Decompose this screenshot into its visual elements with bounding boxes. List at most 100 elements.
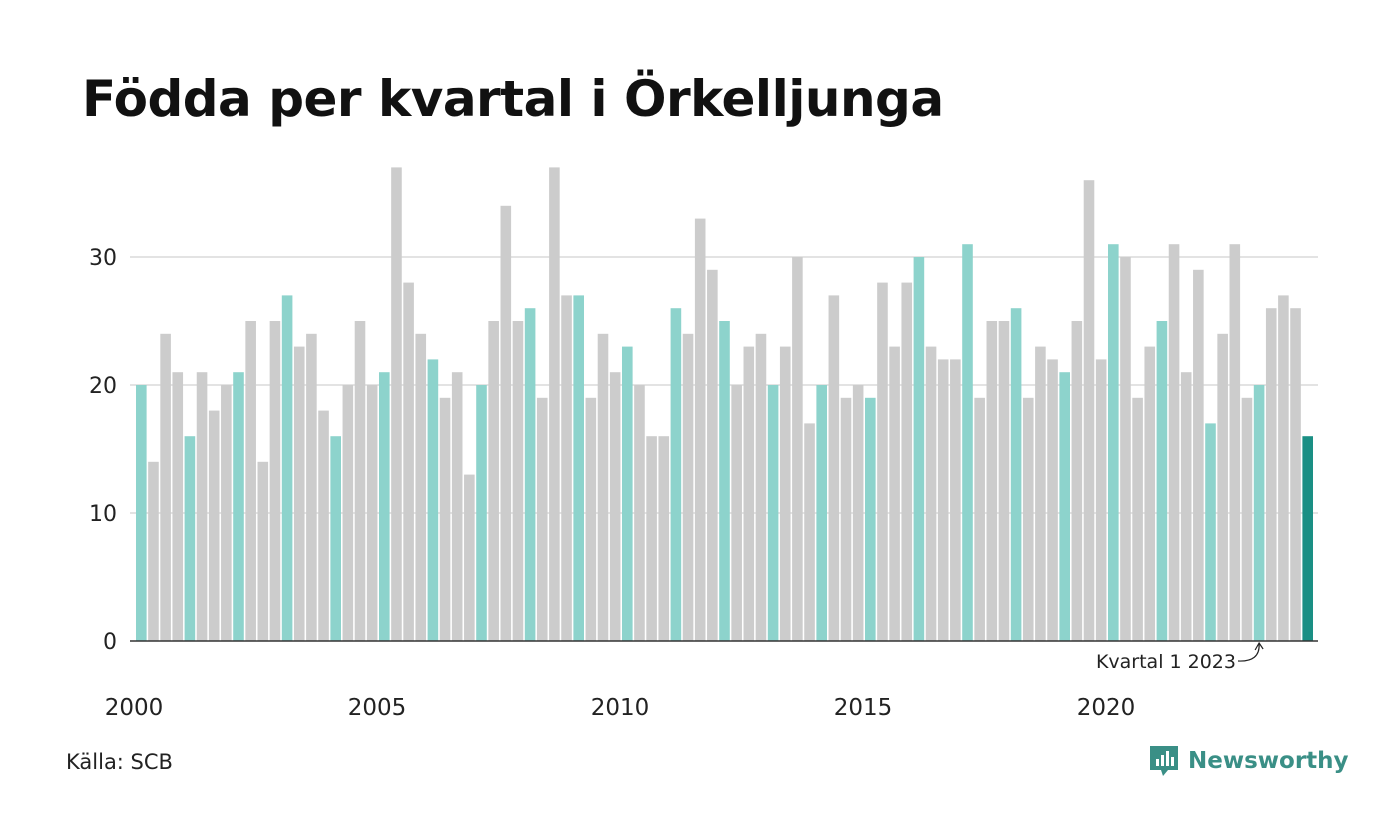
bar (950, 359, 961, 641)
bar (694, 218, 706, 641)
bar (707, 269, 718, 641)
y-tick-label: 10 (89, 502, 117, 527)
bar (306, 333, 317, 641)
bar (852, 385, 864, 641)
bar (609, 372, 621, 641)
bar (1180, 372, 1192, 641)
bar (403, 282, 414, 641)
bar (1265, 308, 1277, 641)
bar (500, 205, 512, 642)
annotation-arrow (1237, 643, 1260, 662)
bar (974, 397, 985, 641)
bar (1302, 436, 1313, 641)
bar (1168, 244, 1180, 641)
bar (767, 385, 779, 641)
bar (269, 321, 281, 641)
bar (451, 372, 463, 641)
bar (439, 397, 451, 641)
bar (828, 295, 840, 641)
bar (561, 295, 572, 641)
bar (986, 321, 998, 641)
bar (184, 436, 196, 641)
bar (682, 333, 694, 641)
bar (354, 321, 366, 641)
bar (136, 385, 147, 641)
bar (208, 410, 220, 641)
bar (998, 321, 1010, 641)
bar (913, 257, 925, 641)
x-tick-label: 2000 (105, 695, 164, 721)
bar (293, 346, 305, 641)
source-label: Källa: SCB (66, 750, 173, 774)
bar (597, 333, 609, 641)
bar (962, 244, 973, 641)
bar (245, 321, 256, 641)
bar (1071, 321, 1083, 641)
bar (670, 308, 682, 641)
bar (233, 372, 244, 641)
tick-labels: 0 10 20 30 2000 2005 2010 2015 2020 (89, 246, 1135, 721)
bar (391, 167, 402, 641)
bar (804, 423, 815, 641)
bar (160, 333, 171, 641)
bar (925, 346, 937, 641)
bar (1253, 385, 1265, 641)
bar (488, 321, 499, 641)
bar (512, 321, 524, 641)
bar (366, 385, 378, 641)
x-tick-label: 2020 (1077, 695, 1136, 721)
bar (1083, 180, 1095, 641)
bar (755, 333, 767, 641)
annotation-label: Kvartal 1 2023 (1096, 651, 1236, 673)
bar (937, 359, 949, 641)
bar (1193, 269, 1204, 641)
bar (1205, 423, 1216, 641)
bar (719, 321, 730, 641)
x-tick-label: 2010 (591, 695, 650, 721)
y-tick-label: 0 (103, 630, 117, 655)
x-tick-label: 2015 (834, 695, 893, 721)
bar (865, 397, 876, 641)
bar (1059, 372, 1070, 641)
bar (840, 397, 852, 641)
bar (148, 461, 159, 641)
bar (1047, 359, 1058, 641)
bar (1278, 295, 1289, 641)
bar (1108, 244, 1119, 641)
bar (889, 346, 900, 641)
bar (585, 397, 597, 641)
bar (257, 461, 269, 641)
bar (731, 385, 742, 641)
bar (221, 385, 232, 641)
bar (622, 346, 633, 641)
bar (1290, 308, 1301, 641)
bar (877, 282, 888, 641)
bar (427, 359, 439, 641)
bar (743, 346, 755, 641)
bar (342, 385, 354, 641)
bar (1010, 308, 1022, 641)
bar (1144, 346, 1156, 641)
bar (476, 385, 487, 641)
x-tick-label: 2005 (348, 695, 407, 721)
annotation-arrowhead (1254, 641, 1264, 651)
bar (1241, 397, 1253, 641)
bar (524, 308, 536, 641)
chart-title: Födda per kvartal i Örkelljunga (82, 70, 944, 128)
bar (549, 167, 560, 641)
bar (1156, 321, 1168, 641)
bar (1132, 397, 1143, 641)
bar (1229, 244, 1241, 641)
bar (379, 372, 390, 641)
bar (573, 295, 584, 641)
bar (1022, 397, 1034, 641)
bar (634, 385, 645, 641)
bar (901, 282, 913, 641)
bar (658, 436, 670, 641)
brand-logo: Newsworthy (1148, 744, 1349, 778)
bar (646, 436, 657, 641)
newsworthy-logo-icon (1150, 746, 1178, 776)
bar (281, 295, 293, 641)
bar (318, 410, 329, 641)
bar (1120, 257, 1131, 641)
